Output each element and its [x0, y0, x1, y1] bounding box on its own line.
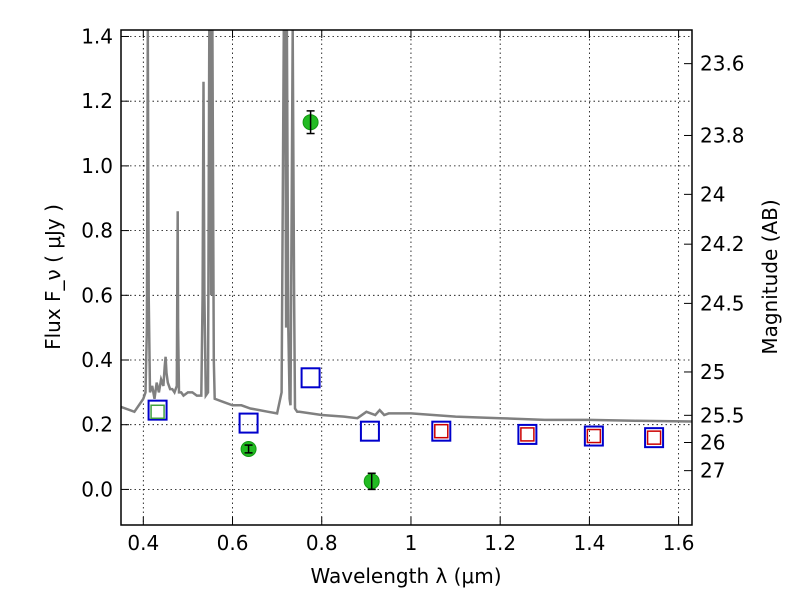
model-spectrum-line	[121, 30, 692, 423]
x-tick-label: 0.6	[217, 531, 249, 555]
y-axis-title: Flux F_ν ( μJy )	[41, 204, 65, 350]
plot-background	[121, 30, 692, 525]
model-photometry-square	[359, 420, 380, 442]
model-photometry-square	[583, 425, 604, 447]
y-axis: 0.0 0.2 0.4 0.6 0.8 1.0 1.2 1.4	[81, 24, 129, 501]
model-photometry-square	[517, 423, 538, 445]
model-photometry-square	[644, 427, 665, 449]
inner-square	[434, 423, 449, 439]
inner-square	[150, 404, 165, 420]
x-axis-title: Wavelength λ (μm)	[310, 564, 501, 588]
x-tick-label: 1.6	[663, 531, 695, 555]
y2-tick-label: 25.5	[700, 403, 745, 427]
x-tick-label: 0.8	[306, 531, 338, 555]
y-tick-label: 0.6	[81, 283, 113, 307]
inner-square	[520, 427, 535, 442]
y-tick-label: 1.2	[81, 89, 113, 113]
y-tick-label: 0.2	[81, 413, 113, 437]
y2-axis: 23.6 23.8 24 24.2 24.5 25 25.5 26 27	[684, 52, 745, 483]
x-axis: 0.4 0.6 0.8 1 1.2 1.4 1.6	[127, 30, 695, 555]
y2-tick-label: 24.5	[700, 291, 745, 315]
x-tick-label: 1	[405, 531, 418, 555]
model-photometry-square	[300, 367, 321, 389]
y2-tick-label: 24	[700, 182, 725, 206]
y-tick-label: 1.4	[81, 24, 113, 48]
model-photometry-square	[238, 412, 259, 434]
model-photometry-square	[431, 420, 452, 442]
y2-tick-label: 27	[700, 459, 725, 483]
plot-frame	[120, 29, 693, 526]
inner-square	[646, 430, 662, 445]
y2-tick-label: 25	[700, 360, 725, 384]
x-tick-label: 1.2	[484, 531, 516, 555]
data-marks	[147, 110, 665, 491]
y2-tick-label: 26	[700, 431, 725, 455]
y-tick-label: 0.4	[81, 348, 113, 372]
y-tick-label: 1.0	[81, 154, 113, 178]
y-tick-label: 0.8	[81, 219, 113, 243]
y2-tick-label: 23.6	[700, 52, 745, 76]
y2-tick-label: 24.2	[700, 232, 745, 256]
x-tick-label: 1.4	[573, 531, 605, 555]
inner-square	[586, 428, 602, 444]
y-tick-label: 0.0	[81, 477, 113, 501]
y2-tick-label: 23.8	[700, 123, 745, 147]
grid	[121, 30, 692, 525]
model-photometry-square	[147, 399, 168, 421]
x-tick-label: 0.4	[127, 531, 159, 555]
y2-axis-title: Magnitude (AB)	[758, 199, 782, 354]
